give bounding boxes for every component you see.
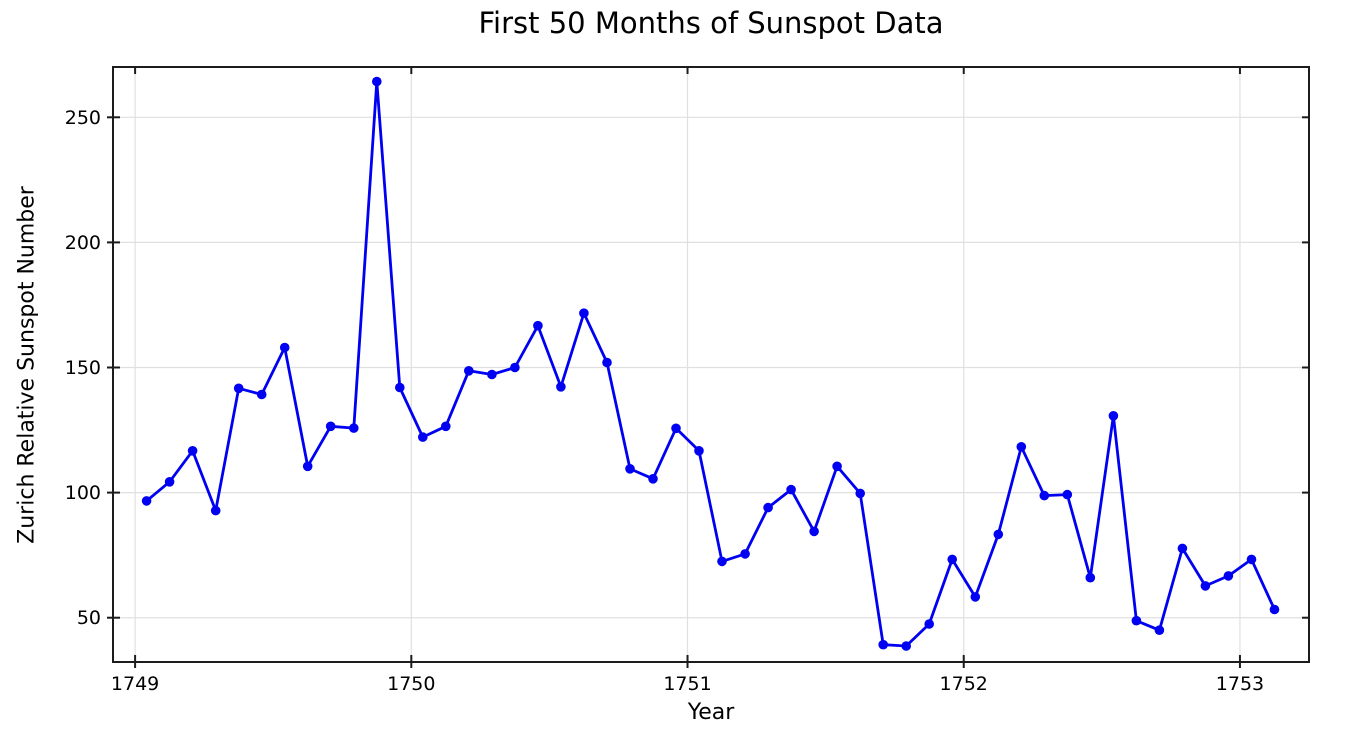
data-point-marker bbox=[1269, 604, 1280, 615]
data-point-marker bbox=[1062, 489, 1073, 500]
x-tick-label: 1752 bbox=[940, 673, 988, 695]
data-point-marker bbox=[901, 641, 911, 651]
y-tick-label: 50 bbox=[77, 607, 101, 629]
data-point-marker bbox=[395, 382, 405, 393]
data-point-marker bbox=[418, 432, 428, 442]
data-point-marker bbox=[1016, 442, 1027, 452]
data-point-marker bbox=[164, 477, 175, 487]
chart-title: First 50 Months of Sunspot Data bbox=[478, 6, 944, 40]
data-point-marker bbox=[809, 526, 819, 537]
data-point-marker bbox=[602, 357, 612, 368]
data-point-marker bbox=[187, 446, 198, 456]
data-point-marker bbox=[210, 505, 221, 516]
data-point-marker bbox=[1246, 554, 1257, 565]
y-tick-label: 150 bbox=[65, 357, 101, 379]
data-point-marker bbox=[279, 342, 290, 353]
data-point-marker bbox=[233, 383, 244, 394]
data-point-marker bbox=[533, 320, 543, 331]
data-point-marker bbox=[141, 496, 152, 506]
data-point-marker bbox=[947, 554, 957, 565]
data-point-marker bbox=[694, 446, 704, 456]
x-tick-label: 1749 bbox=[111, 673, 159, 695]
data-point-marker bbox=[993, 529, 1004, 540]
data-point-marker bbox=[1085, 572, 1096, 583]
data-point-marker bbox=[878, 639, 888, 650]
y-tick-label: 250 bbox=[65, 107, 101, 129]
data-point-marker bbox=[1131, 615, 1142, 626]
data-point-marker bbox=[1154, 625, 1165, 635]
data-point-marker bbox=[372, 76, 382, 87]
data-point-marker bbox=[1108, 411, 1119, 421]
axes-frame bbox=[112, 66, 1310, 663]
x-tick-label: 1750 bbox=[387, 673, 435, 695]
x-tick-label: 1753 bbox=[1216, 673, 1264, 695]
data-point-marker bbox=[740, 549, 750, 559]
data-point-marker bbox=[671, 423, 681, 434]
data-point-marker bbox=[556, 382, 566, 392]
data-point-marker bbox=[349, 423, 359, 433]
data-point-marker bbox=[441, 421, 451, 432]
data-point-marker bbox=[786, 484, 796, 495]
data-point-marker bbox=[510, 362, 520, 373]
data-point-marker bbox=[1200, 581, 1211, 591]
data-point-marker bbox=[648, 474, 658, 484]
y-axis-label: Zurich Relative Sunspot Number bbox=[14, 186, 40, 544]
data-point-marker bbox=[717, 556, 727, 567]
data-point-marker bbox=[1223, 571, 1234, 581]
data-point-marker bbox=[970, 592, 981, 602]
data-point-marker bbox=[325, 421, 336, 432]
data-point-marker bbox=[924, 619, 934, 629]
data-point-marker bbox=[1177, 543, 1188, 554]
data-point-marker bbox=[832, 461, 842, 472]
y-tick-label: 200 bbox=[65, 232, 101, 254]
data-point-marker bbox=[579, 308, 589, 319]
data-point-marker bbox=[256, 389, 267, 400]
x-axis-label: Year bbox=[687, 700, 735, 725]
data-point-marker bbox=[625, 464, 635, 474]
data-point-marker bbox=[464, 366, 474, 376]
data-point-marker bbox=[855, 488, 865, 499]
data-point-marker bbox=[302, 461, 313, 472]
x-tick-label: 1751 bbox=[663, 673, 711, 695]
data-point-marker bbox=[1039, 490, 1050, 501]
data-point-marker bbox=[763, 502, 773, 513]
y-tick-label: 100 bbox=[65, 482, 101, 504]
data-point-marker bbox=[487, 369, 497, 380]
data-line bbox=[145, 80, 1276, 648]
